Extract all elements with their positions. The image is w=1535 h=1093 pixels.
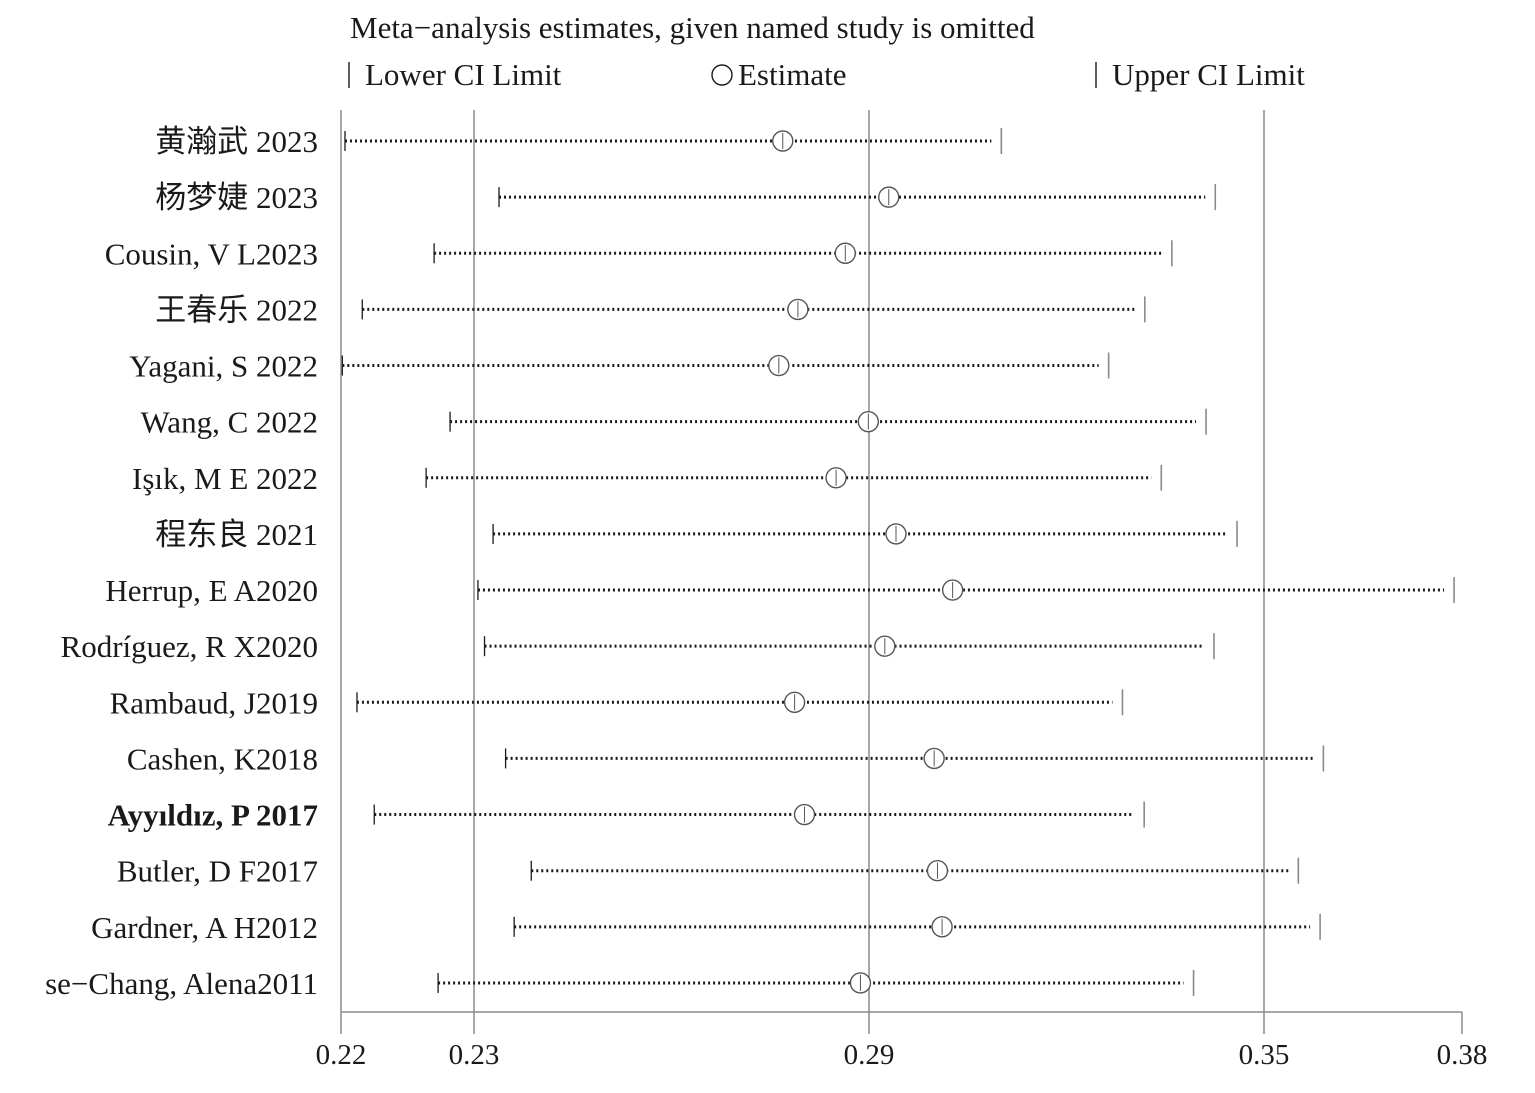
study-row <box>373 801 1145 828</box>
study-row <box>344 128 1003 154</box>
study-row <box>341 352 1110 379</box>
study-row <box>433 240 1173 267</box>
study-label: se−Chang, Alena2011 <box>45 966 318 1001</box>
x-tick-label: 0.22 <box>316 1039 367 1071</box>
x-tick-label: 0.35 <box>1239 1039 1290 1071</box>
study-row <box>449 408 1207 435</box>
study-rows <box>341 128 1455 996</box>
study-label: 程东良 2021 <box>155 517 318 552</box>
x-tick-label: 0.23 <box>449 1039 500 1071</box>
study-row <box>356 689 1124 716</box>
study-label: Butler, D F2017 <box>117 854 318 889</box>
study-label: 王春乐 2022 <box>155 292 318 327</box>
study-row <box>492 520 1238 547</box>
legend: Meta−analysis estimates, given named stu… <box>348 10 1305 92</box>
gridlines <box>473 110 1265 1012</box>
legend-estimate-label: Estimate <box>738 57 846 92</box>
x-tick-label: 0.29 <box>844 1039 895 1071</box>
study-label: Gardner, A H2012 <box>91 910 318 945</box>
study-label: Herrup, E A2020 <box>105 573 318 608</box>
study-row <box>513 913 1321 940</box>
study-row <box>530 857 1300 884</box>
study-label: 杨梦婕 2023 <box>155 180 318 215</box>
study-label: Işık, M E 2022 <box>132 461 318 496</box>
study-label: Cousin, V L2023 <box>105 236 318 271</box>
chart-title: Meta−analysis estimates, given named stu… <box>350 10 1035 45</box>
study-row <box>504 745 1325 772</box>
study-label: Ayyıldız, P 2017 <box>108 798 318 833</box>
legend-lower-label: Lower CI Limit <box>365 57 562 92</box>
study-label: Wang, C 2022 <box>141 405 318 440</box>
study-row <box>483 633 1215 660</box>
study-label: Rodríguez, R X2020 <box>61 629 318 664</box>
study-label: Cashen, K2018 <box>127 741 318 776</box>
study-label: Rambaud, J2019 <box>110 685 318 720</box>
x-axis: 0.22 0.23 0.29 0.35 0.38 <box>316 110 1488 1071</box>
study-row <box>425 464 1163 491</box>
study-label: 黄瀚武 2023 <box>155 124 318 159</box>
x-tick-label: 0.38 <box>1437 1039 1488 1071</box>
study-row <box>437 969 1195 996</box>
study-row <box>361 296 1146 323</box>
legend-estimate-marker <box>711 64 733 86</box>
study-row <box>477 577 1455 604</box>
study-labels: 黄瀚武 2023 杨梦婕 2023 Cousin, V L2023 王春乐 2022 Y… <box>45 124 318 1001</box>
study-row <box>498 184 1217 211</box>
legend-upper-label: Upper CI Limit <box>1112 57 1305 92</box>
study-label: Yagani, S 2022 <box>129 349 318 384</box>
